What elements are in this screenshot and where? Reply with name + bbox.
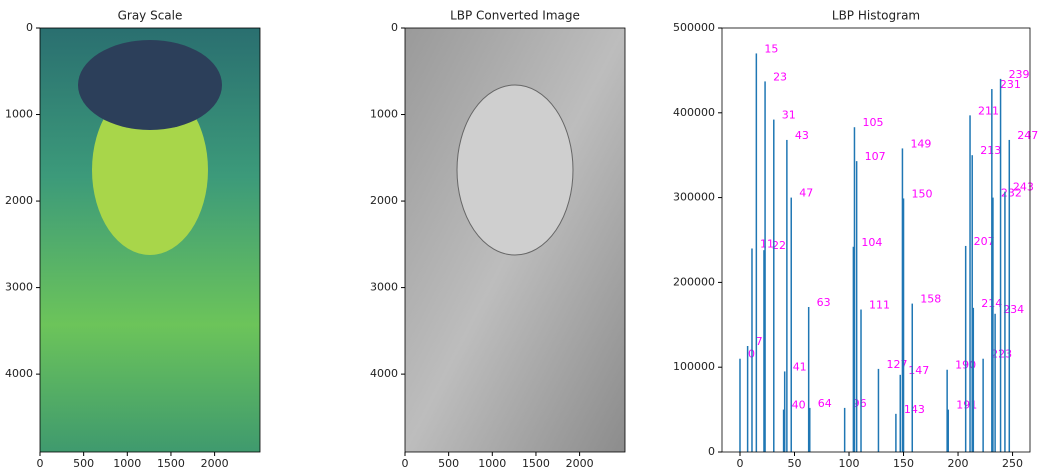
bar-annotation: 127 [886, 358, 907, 371]
y-tick-label: 2000 [5, 194, 33, 207]
bar [747, 346, 749, 452]
chart-title: LBP Histogram [832, 9, 920, 23]
bar-annotation: 111 [869, 299, 890, 312]
y-tick-label: 4000 [5, 367, 33, 380]
bar-annotation: 40 [792, 399, 806, 412]
x-tick-label: 500 [438, 457, 459, 468]
bar-annotation: 234 [1003, 303, 1024, 316]
bar [751, 248, 753, 452]
bar [764, 81, 766, 452]
bar-annotation: 239 [1009, 68, 1030, 81]
image-placeholders [40, 28, 625, 452]
bar [969, 115, 971, 452]
bar [994, 314, 996, 452]
bar [878, 369, 880, 452]
bar-annotation: 158 [920, 293, 941, 306]
bar [895, 414, 897, 452]
bar-annotation: 43 [795, 129, 809, 142]
bar-annotation: 64 [818, 397, 832, 410]
bar-annotation: 147 [908, 364, 929, 377]
y-tick-label: 3000 [370, 281, 398, 294]
y-tick-label: 100000 [673, 360, 715, 373]
x-tick-label: 1000 [478, 457, 506, 468]
bar-annotation: 47 [799, 187, 813, 200]
bar [903, 198, 905, 452]
y-tick-label: 3000 [5, 281, 33, 294]
bar [965, 246, 967, 452]
bar-annotation: 63 [817, 296, 831, 309]
x-tick-label: 2000 [201, 457, 229, 468]
bar-annotation: 105 [862, 116, 883, 129]
bar [1004, 192, 1006, 452]
bar-annotation: 41 [793, 360, 807, 373]
x-tick-label: 2000 [566, 457, 594, 468]
bar-annotation: 247 [1017, 129, 1038, 142]
y-tick-label: 0 [391, 21, 398, 34]
x-tick-label: 50 [788, 457, 802, 468]
bar-annotation: 143 [904, 403, 925, 416]
bar-annotation: 243 [1013, 181, 1034, 194]
figure: Gray Scale050010001500200001000200030004… [0, 0, 1043, 468]
bar [809, 408, 811, 452]
bar-annotation: 107 [865, 150, 886, 163]
x-tick-label: 1000 [113, 457, 141, 468]
x-tick-label: 0 [736, 457, 743, 468]
y-tick-label: 2000 [370, 194, 398, 207]
bar-annotation: 211 [978, 104, 999, 117]
bar-annotation: 213 [980, 144, 1001, 157]
y-tick-label: 0 [708, 445, 715, 458]
bar [992, 198, 994, 452]
bar [756, 53, 758, 452]
x-tick-label: 500 [73, 457, 94, 468]
bar [856, 161, 858, 452]
bar [947, 410, 949, 452]
bar-annotation: 31 [782, 109, 796, 122]
y-tick-label: 500000 [673, 21, 715, 34]
hair [78, 40, 222, 130]
bar [854, 127, 856, 452]
y-tick-label: 300000 [673, 191, 715, 204]
bar-annotation: 15 [764, 42, 778, 55]
y-tick-label: 0 [26, 21, 33, 34]
bar [790, 198, 792, 452]
x-tick-label: 100 [839, 457, 860, 468]
bar [900, 375, 902, 452]
y-tick-label: 400000 [673, 106, 715, 119]
x-tick-label: 1500 [522, 457, 550, 468]
y-tick-label: 1000 [5, 108, 33, 121]
face [457, 85, 573, 255]
x-tick-label: 250 [1002, 457, 1023, 468]
x-tick-label: 150 [893, 457, 914, 468]
bar [784, 371, 786, 452]
bar [844, 408, 846, 452]
bar [1009, 140, 1011, 452]
bar [1000, 79, 1002, 452]
bar [973, 308, 975, 452]
bar-annotation: 150 [912, 187, 933, 200]
bar-annotation: 23 [773, 70, 787, 83]
bar [912, 304, 914, 452]
bar-annotation: 191 [956, 399, 977, 412]
y-tick-label: 200000 [673, 275, 715, 288]
bar-annotation: 149 [910, 137, 931, 150]
bar [982, 359, 984, 452]
x-tick-label: 200 [948, 457, 969, 468]
bar [860, 310, 862, 452]
bar [786, 140, 788, 452]
x-tick-label: 0 [37, 457, 44, 468]
x-tick-label: 1500 [157, 457, 185, 468]
bar [773, 120, 775, 452]
x-tick-label: 0 [402, 457, 409, 468]
chart-title: Gray Scale [118, 9, 183, 23]
bar [739, 359, 741, 452]
y-tick-label: 1000 [370, 108, 398, 121]
y-tick-label: 4000 [370, 367, 398, 380]
bar-annotation: 104 [861, 236, 882, 249]
chart-title: LBP Converted Image [450, 9, 580, 23]
